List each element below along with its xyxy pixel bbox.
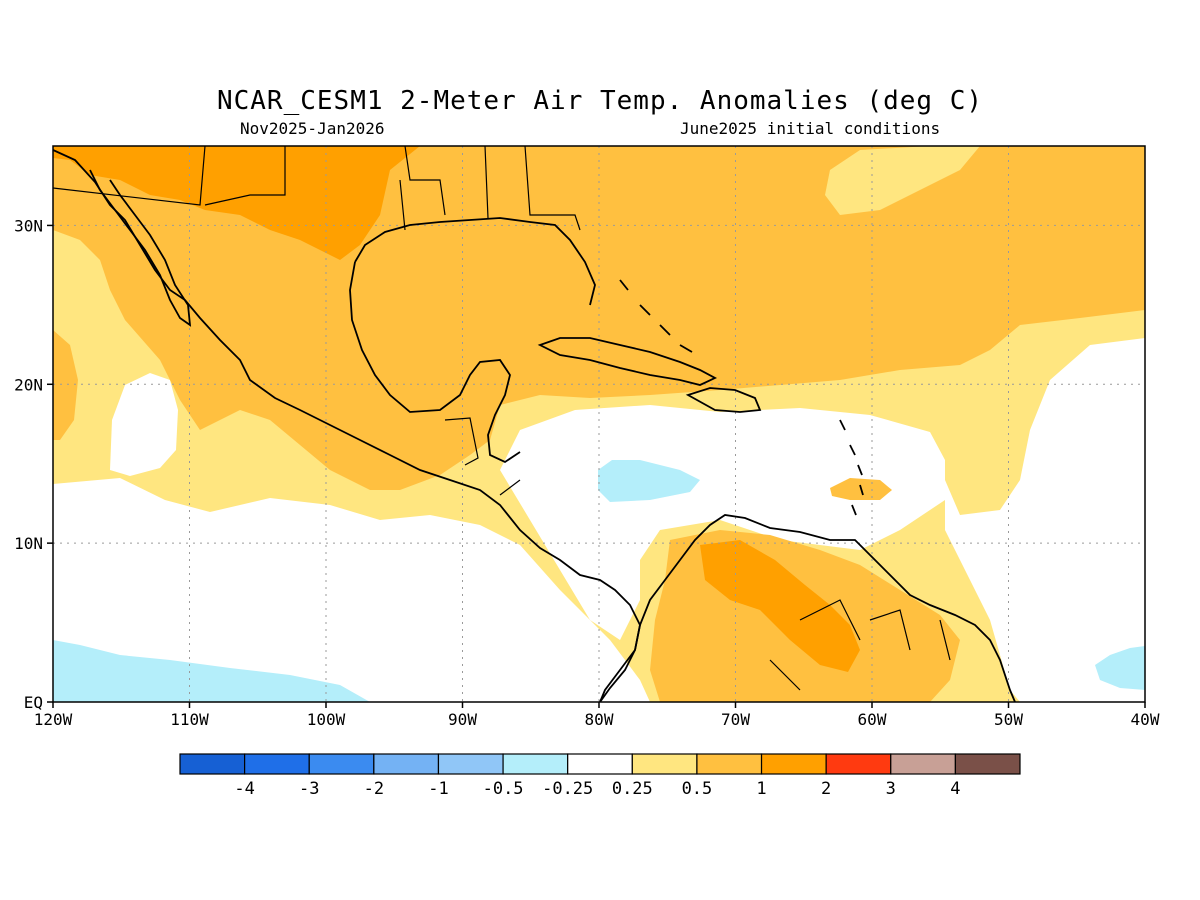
colorbar-label: -1 — [428, 779, 448, 799]
coastline-cuba — [537, 337, 718, 386]
anomaly-fill-1-north — [53, 146, 420, 260]
colorbar-label: 0.5 — [682, 779, 713, 799]
lon-tick-label: 120W — [34, 710, 73, 729]
lat-tick-label: 10N — [14, 534, 43, 553]
anomaly-fill-05-west-patch — [53, 330, 78, 440]
colorbar-label: 0.25 — [612, 779, 653, 799]
colorbar-label: -0.25 — [542, 779, 593, 799]
coastline-south-america — [599, 514, 1016, 702]
neutral-zone-east-pacific — [53, 478, 650, 702]
colorbar-label: 1 — [756, 779, 766, 799]
anomaly-fill-05-atlantic-patch — [825, 146, 980, 215]
colorbar-label: -3 — [299, 779, 319, 799]
colorbar-swatch — [760, 753, 827, 775]
lon-tick-label: 80W — [585, 710, 614, 729]
colorbar-swatch — [696, 753, 763, 775]
colorbar-label: -4 — [234, 779, 254, 799]
colorbar-swatch — [373, 753, 440, 775]
colorbar-label: -0.5 — [483, 779, 524, 799]
lon-tick-label: 50W — [994, 710, 1023, 729]
colorbar-swatch — [890, 753, 956, 775]
colorbar-swatch — [308, 753, 375, 775]
neutral-zone-atlantic — [945, 338, 1145, 702]
coastline-lesser-antilles — [839, 419, 864, 516]
colorbar-label: 3 — [886, 779, 896, 799]
colorbar-swatch — [631, 753, 698, 775]
colorbar-label: 2 — [821, 779, 831, 799]
lat-tick-label: 30N — [14, 216, 43, 235]
border-lines — [53, 146, 951, 691]
anomaly-fill-neg-pacific — [53, 640, 370, 702]
lon-tick-label: 70W — [721, 710, 750, 729]
coastline-north-america-pacific — [53, 149, 641, 702]
map-title: NCAR_CESM1 2-Meter Air Temp. Anomalies (… — [216, 86, 984, 116]
colorbar-swatch — [502, 753, 569, 775]
lat-tick-label: 20N — [14, 375, 43, 394]
colorbar-swatch — [825, 753, 892, 775]
lon-tick-label: 90W — [448, 710, 477, 729]
colorbar-label: -2 — [364, 779, 384, 799]
axis-ticks: 120W 110W 100W 90W 80W 70W 60W 50W 40W EQ 10N 20N 30… — [14, 216, 1160, 729]
coastlines — [53, 146, 1016, 702]
colorbar-swatch — [179, 753, 246, 775]
colorbar-swatch — [567, 753, 633, 775]
anomaly-fields — [53, 146, 1145, 702]
anomaly-fill-1-south-america — [700, 540, 860, 672]
colorbar: -4 -3 -2 -1 -0.5 -0.25 0.25 0.5 1 2 3 4 — [179, 753, 1021, 799]
colorbar-swatch — [244, 753, 310, 775]
lat-tick-label: EQ — [24, 693, 43, 712]
coastline-baja-california — [89, 169, 192, 327]
grid-lines — [53, 146, 1145, 702]
colorbar-label: 4 — [950, 779, 960, 799]
anomaly-fill-neg-caribbean — [598, 460, 700, 502]
lon-tick-label: 100W — [307, 710, 346, 729]
initial-conditions: June2025 initial conditions — [680, 119, 941, 138]
colorbar-swatch — [954, 753, 1021, 775]
coastline-gulf-of-mexico — [349, 217, 596, 464]
neutral-zone-pacific-warm-pocket — [110, 373, 178, 476]
lon-tick-label: 60W — [858, 710, 887, 729]
forecast-period: Nov2025-Jan2026 — [240, 119, 385, 138]
anomaly-fill-neg-atlantic — [1095, 646, 1145, 690]
coastline-bahamas — [619, 279, 693, 353]
lon-tick-label: 40W — [1131, 710, 1160, 729]
colorbar-swatch — [437, 753, 504, 775]
coastline-hispaniola — [685, 387, 762, 413]
lon-tick-label: 110W — [170, 710, 209, 729]
